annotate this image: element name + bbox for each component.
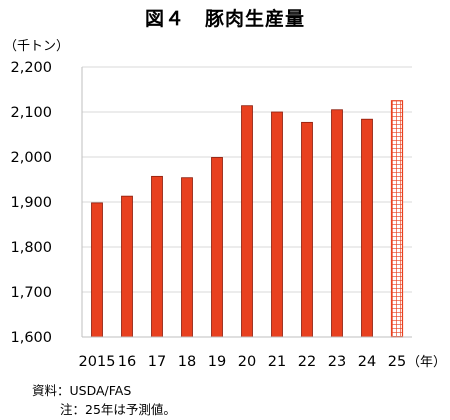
y-tick-label: 1,700: [10, 285, 52, 301]
y-tick-label: 2,000: [10, 150, 52, 166]
axes: [81, 67, 412, 338]
x-tick-label: 18: [178, 354, 196, 370]
x-unit-label: （年）: [407, 355, 446, 370]
source-note: 資料：USDA/FAS: [32, 383, 132, 398]
x-tick-label: 20: [238, 354, 256, 370]
x-tick-label: 22: [298, 354, 316, 370]
x-tick-label: 21: [268, 354, 286, 370]
y-unit-label: （千トン）: [4, 39, 69, 54]
bar: [301, 121, 313, 338]
bar: [331, 109, 343, 338]
chart-title: 図４ 豚肉生産量: [144, 8, 305, 30]
x-tick-label: 24: [358, 354, 376, 370]
x-tick-label: 16: [118, 354, 136, 370]
bar: [271, 111, 283, 338]
x-tick-label: 23: [328, 354, 346, 370]
y-tick-label: 2,200: [10, 60, 52, 76]
x-tick-label: 2015: [79, 354, 116, 370]
bar: [241, 105, 253, 338]
y-tick-label: 1,900: [10, 195, 52, 211]
bar: [361, 118, 373, 338]
forecast-note: 注：25年は予測値。: [60, 402, 176, 417]
bar: [121, 195, 133, 338]
y-tick-label: 2,100: [10, 105, 52, 121]
bar: [91, 202, 103, 338]
y-tick-label: 1,600: [10, 330, 52, 346]
bar: [211, 157, 223, 338]
bar: [181, 177, 193, 338]
x-tick-label: 19: [208, 354, 226, 370]
y-tick-label: 1,800: [10, 240, 52, 256]
bars: [91, 100, 404, 338]
x-tick-label: 25: [388, 354, 406, 370]
x-tick-label: 17: [148, 354, 166, 370]
bar: [151, 175, 163, 338]
bar-forecast: [390, 100, 404, 338]
